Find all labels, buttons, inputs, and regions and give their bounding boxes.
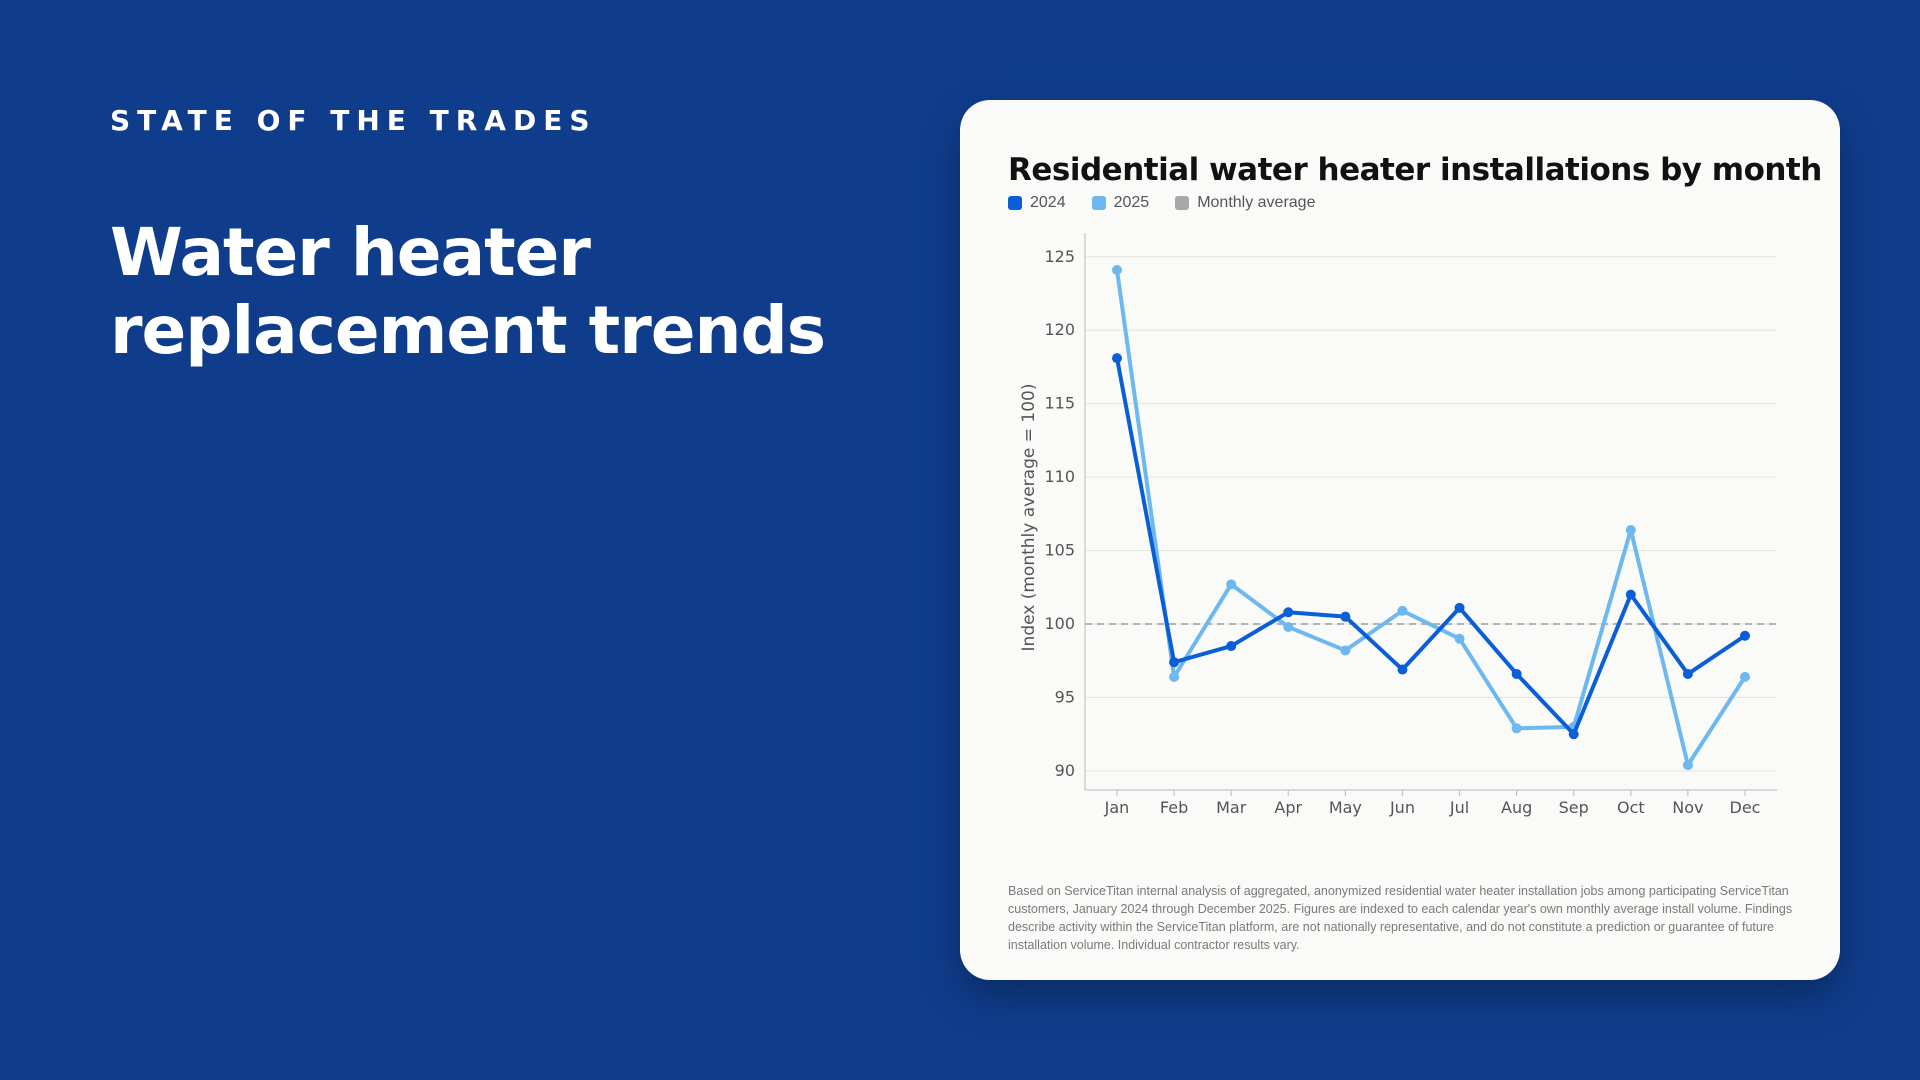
data-point-2024-feb <box>1169 657 1180 668</box>
line-chart: 90 95 100 105 110 115 120 125 Jan Feb Mar Apr May Jun… <box>1019 233 1777 817</box>
data-point-2024-aug <box>1511 668 1522 679</box>
data-point-2024-jan <box>1112 353 1122 364</box>
data-point-2024-may <box>1340 611 1351 622</box>
x-tick-label: Oct <box>1617 798 1645 817</box>
x-tick-label: Nov <box>1672 798 1703 817</box>
y-tick-label: 110 <box>1044 467 1075 486</box>
data-point-2025-aug <box>1511 723 1522 734</box>
x-tick-label: Jul <box>1449 798 1469 817</box>
data-point-2024-sep <box>1568 729 1579 740</box>
x-tick-label: Mar <box>1216 798 1247 817</box>
data-point-2025-nov <box>1682 760 1693 771</box>
chart-title: Residential water heater installations b… <box>1008 152 1822 188</box>
data-point-2025-dec <box>1740 671 1750 682</box>
x-tick-label: May <box>1329 798 1362 817</box>
legend-label-2025: 2025 <box>1113 194 1150 211</box>
chart-card: Residential water heater installations b… <box>960 100 1840 980</box>
y-tick-label: 105 <box>1044 541 1075 560</box>
legend-swatch-average <box>1175 196 1190 210</box>
x-tick-label: Aug <box>1501 798 1532 817</box>
legend-item-average: Monthly average <box>1175 194 1315 212</box>
data-point-2025-apr <box>1283 621 1294 632</box>
eyebrow-label: STATE OF THE TRADES <box>110 104 597 137</box>
legend-swatch-2025 <box>1091 196 1106 210</box>
x-tick-label: Feb <box>1160 798 1188 817</box>
data-point-2025-jun <box>1397 605 1408 616</box>
chart-legend: 2024 2025 Monthly average <box>1008 194 1315 212</box>
legend-item-2025: 2025 <box>1091 194 1150 212</box>
data-point-2024-jun <box>1397 664 1408 675</box>
x-tick-label: Jan <box>1104 798 1130 817</box>
y-tick-label: 125 <box>1044 247 1075 266</box>
data-point-2024-apr <box>1283 607 1294 618</box>
y-tick-label: 120 <box>1044 320 1075 339</box>
page-headline: Water heater replacement trends <box>110 214 826 369</box>
y-tick-label: 90 <box>1055 761 1075 780</box>
y-tick-label: 100 <box>1044 614 1075 633</box>
data-point-2025-may <box>1340 645 1351 656</box>
series-line-2024 <box>1115 356 1747 737</box>
legend-label-average: Monthly average <box>1197 194 1316 211</box>
data-point-2024-dec <box>1740 630 1750 641</box>
legend-swatch-2024 <box>1008 196 1022 210</box>
data-point-2025-oct <box>1625 524 1636 535</box>
x-tick-label: Sep <box>1559 798 1589 817</box>
y-tick-label: 115 <box>1044 394 1075 413</box>
y-tick-label: 95 <box>1055 687 1075 706</box>
series-line-2025 <box>1115 267 1747 768</box>
data-point-2024-nov <box>1682 668 1693 679</box>
x-tick-label: Apr <box>1274 798 1302 817</box>
y-axis-label: Index (monthly average = 100) <box>1019 384 1039 652</box>
legend-label-2024: 2024 <box>1030 194 1066 211</box>
legend-item-2024: 2024 <box>1008 194 1066 212</box>
data-point-2024-mar <box>1226 641 1237 652</box>
x-tick-label: Jun <box>1389 798 1415 817</box>
data-point-2025-jul <box>1454 633 1465 644</box>
data-point-2025-mar <box>1226 579 1237 590</box>
footnote: Based on ServiceTitan internal analysis … <box>1008 884 1793 952</box>
data-point-2025-jan <box>1112 264 1122 275</box>
data-point-2024-jul <box>1454 602 1465 613</box>
x-tick-label: Dec <box>1730 798 1761 817</box>
data-point-2025-feb <box>1169 671 1180 682</box>
data-point-2024-oct <box>1625 589 1636 600</box>
